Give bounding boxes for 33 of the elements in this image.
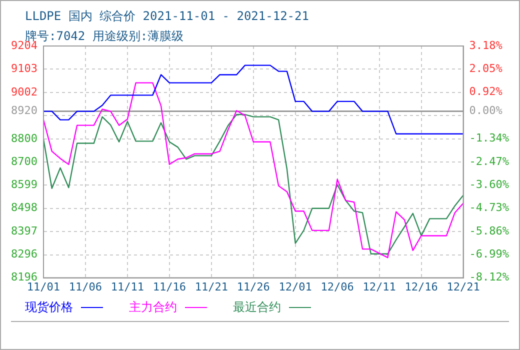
x-tick-label: 12/16	[404, 280, 438, 294]
legend-label: 现货价格	[25, 300, 73, 314]
y2-tick-label: -3.60%	[469, 178, 510, 191]
y-tick-label: 8397	[10, 224, 38, 238]
legend-label: 最近合约	[233, 300, 281, 314]
y-tick-label: 8700	[10, 154, 38, 168]
y-tick-label: 8498	[10, 201, 38, 214]
x-tick-label: 11/26	[236, 280, 270, 294]
y-tick-label: 8800	[10, 132, 38, 145]
y-tick-label: 8599	[10, 178, 38, 191]
chart-title: LLDPE 国内 综合价 2021-11-01 - 2021-12-21	[25, 8, 309, 25]
y-tick-label: 9103	[10, 62, 38, 76]
y2-tick-label: 0.00%	[469, 104, 503, 118]
y2-tick-label: 2.05%	[469, 62, 503, 76]
legend-label: 主力合约	[129, 300, 177, 314]
y2-tick-label: -5.86%	[469, 224, 510, 238]
x-tick-label: 12/11	[362, 280, 396, 294]
y2-tick-label: 0.92%	[469, 85, 503, 98]
x-tick-label: 11/21	[194, 280, 228, 294]
y-tick-label: 8296	[10, 248, 38, 261]
y2-tick-label: -4.73%	[469, 201, 510, 214]
y2-tick-label: -6.99%	[469, 247, 510, 260]
y-tick-label: 9002	[10, 85, 38, 98]
y2-tick-label: -2.47%	[469, 154, 510, 168]
x-tick-label: 12/01	[278, 280, 312, 294]
y2-tick-label: -1.34%	[469, 132, 510, 145]
y-tick-label: 8920	[10, 104, 38, 118]
x-tick-label: 12/06	[320, 280, 354, 294]
y2-tick-label: 3.18%	[469, 38, 503, 52]
x-tick-label: 11/11	[110, 280, 144, 294]
x-tick-label: 12/21	[446, 280, 480, 294]
x-tick-label: 11/16	[152, 280, 186, 294]
x-tick-label: 11/06	[68, 280, 102, 294]
